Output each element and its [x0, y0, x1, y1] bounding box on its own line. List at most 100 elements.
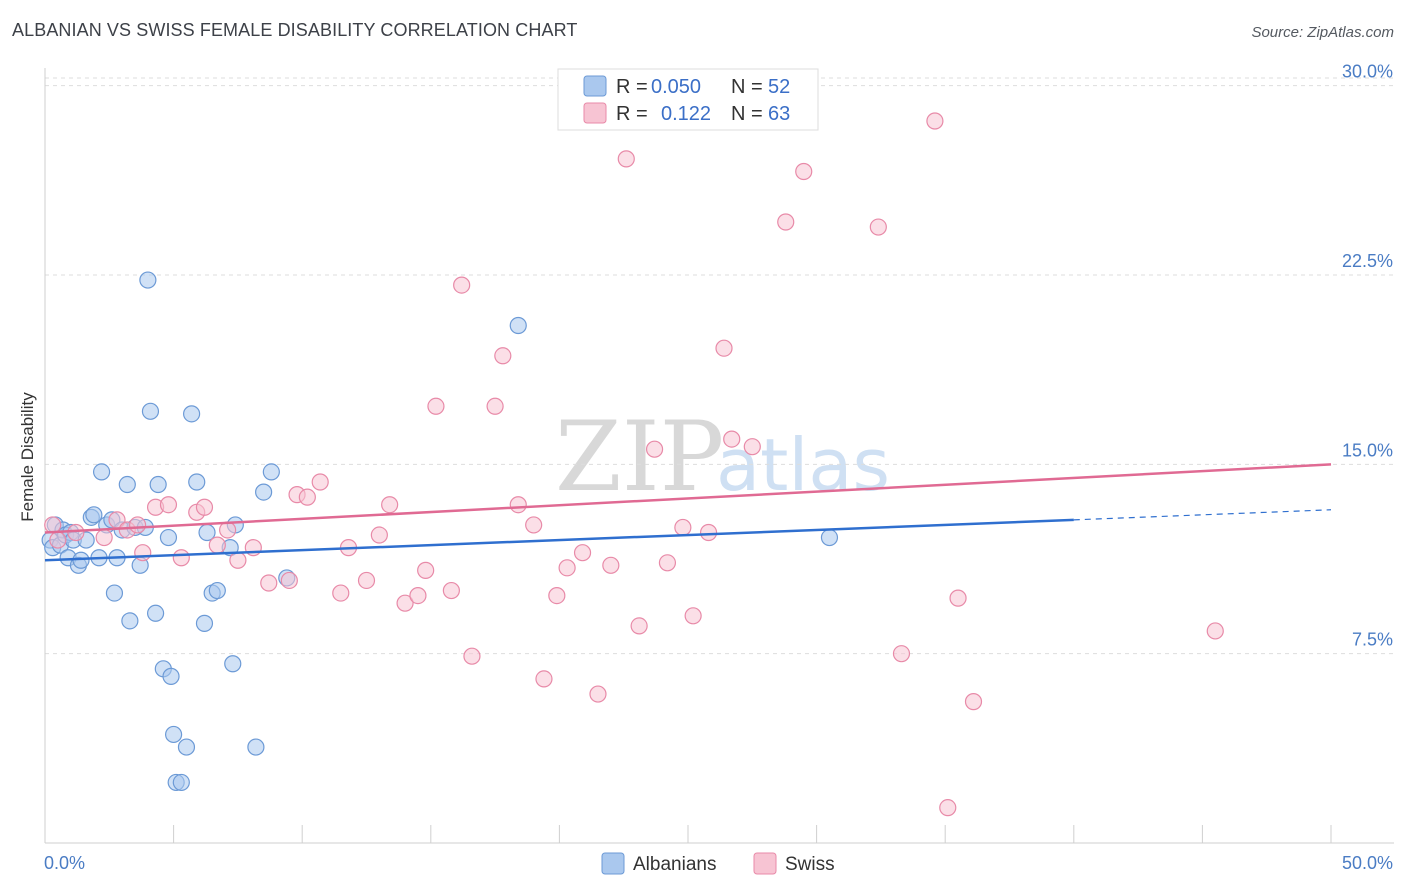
y-tick-labels: 7.5% 15.0% 22.5% 30.0%	[1342, 62, 1393, 650]
swiss-point	[260, 574, 278, 592]
bottom-legend-swatch-swiss	[753, 852, 777, 875]
swiss-point	[208, 536, 226, 554]
legend-r-label-albanians: R =	[616, 76, 648, 98]
albanians-point	[149, 475, 167, 494]
swiss-point	[486, 397, 504, 415]
y-axis-label: Female Disability	[18, 392, 37, 522]
albanians-point	[262, 463, 280, 481]
swiss-point	[509, 496, 527, 514]
swiss-point	[280, 571, 298, 590]
albanians-point	[183, 405, 201, 423]
legend-r-value-albanians: 0.050	[651, 76, 701, 98]
swiss-point	[49, 531, 67, 549]
swiss-point	[494, 347, 512, 365]
swiss-point	[869, 218, 887, 236]
swiss-point	[617, 150, 635, 168]
albanians-point	[820, 528, 839, 547]
albanians-point	[121, 612, 139, 630]
swiss-point	[229, 551, 247, 569]
stats-legend: R = 0.050 N = 52 R = 0.122 N = 63	[557, 68, 819, 131]
swiss-point	[630, 617, 648, 635]
swiss-point	[370, 526, 388, 544]
albanians-point	[255, 483, 273, 501]
watermark: ZIP atlas	[555, 401, 890, 513]
swiss-point	[573, 544, 592, 562]
swiss-point	[409, 587, 427, 605]
swiss-point	[723, 430, 741, 448]
chart-title: ALBANIAN VS SWISS FEMALE DISABILITY CORR…	[12, 20, 578, 40]
swiss-point	[674, 518, 692, 537]
albanians-point	[172, 773, 190, 792]
albanians-point	[159, 528, 178, 547]
swiss-point	[558, 559, 576, 577]
swiss-point	[949, 589, 967, 607]
swiss-point	[417, 561, 435, 579]
series-swiss-points	[44, 112, 1224, 817]
swiss-point	[159, 496, 178, 514]
series-legend: Albanians Swiss	[601, 852, 835, 875]
swiss-point	[743, 438, 761, 456]
y-tick-label: 15.0%	[1342, 440, 1393, 460]
swiss-point	[589, 685, 607, 703]
swiss-point	[645, 440, 664, 458]
swiss-point	[195, 498, 214, 516]
swiss-point	[67, 523, 85, 542]
trend-line-albanians-extension	[1073, 509, 1332, 521]
swiss-point	[1206, 622, 1224, 640]
bottom-legend-label-swiss: Swiss	[785, 854, 835, 875]
albanians-point	[105, 584, 124, 602]
source-credit: Source: ZipAtlas.com	[1251, 24, 1394, 41]
x-tick-label-min: 0.0%	[44, 853, 85, 873]
swiss-point	[926, 112, 944, 130]
swiss-point	[684, 607, 702, 625]
legend-swatch-swiss	[583, 102, 607, 124]
swiss-point	[396, 594, 414, 612]
albanians-point	[139, 271, 157, 289]
swiss-point	[535, 670, 553, 688]
swiss-point	[939, 799, 957, 817]
albanians-point	[177, 738, 196, 756]
trend-line-albanians	[44, 518, 1074, 562]
bottom-legend-label-albanians: Albanians	[633, 854, 716, 875]
swiss-point	[311, 473, 329, 491]
swiss-point	[298, 488, 316, 506]
x-tick-labels: 0.0% 50.0%	[44, 853, 1393, 873]
trend-lines	[44, 463, 1332, 562]
albanians-point	[224, 655, 242, 673]
watermark-zip: ZIP	[555, 401, 724, 513]
legend-n-label-swiss: N =	[731, 103, 763, 125]
albanians-point	[118, 475, 136, 494]
swiss-point	[442, 581, 460, 600]
albanians-point	[141, 402, 160, 420]
swiss-point	[219, 521, 237, 539]
swiss-point	[602, 556, 620, 574]
y-tick-label: 30.0%	[1342, 62, 1393, 82]
albanians-point	[146, 604, 165, 622]
albanians-point	[247, 738, 265, 756]
albanians-point	[85, 506, 103, 524]
albanians-point	[509, 316, 527, 335]
swiss-point	[795, 162, 813, 181]
swiss-point	[172, 549, 190, 567]
swiss-point	[777, 213, 795, 231]
swiss-point	[453, 276, 471, 294]
swiss-point	[964, 693, 983, 711]
legend-r-label-swiss: R =	[616, 103, 648, 125]
swiss-point	[892, 645, 911, 663]
swiss-point	[134, 544, 152, 562]
albanians-point	[162, 667, 180, 685]
swiss-point	[658, 554, 677, 572]
swiss-point	[332, 584, 350, 602]
swiss-point	[357, 571, 376, 590]
swiss-point	[715, 339, 733, 357]
swiss-point	[427, 397, 445, 415]
swiss-point	[525, 516, 543, 534]
albanians-point	[92, 463, 111, 481]
trend-line-swiss	[44, 463, 1332, 534]
legend-n-value-albanians: 52	[768, 76, 790, 98]
swiss-point	[699, 523, 718, 542]
swiss-point	[548, 587, 566, 605]
bottom-legend-swatch-albanians	[601, 852, 625, 875]
legend-n-label-albanians: N =	[731, 76, 763, 98]
swiss-point	[463, 647, 481, 665]
